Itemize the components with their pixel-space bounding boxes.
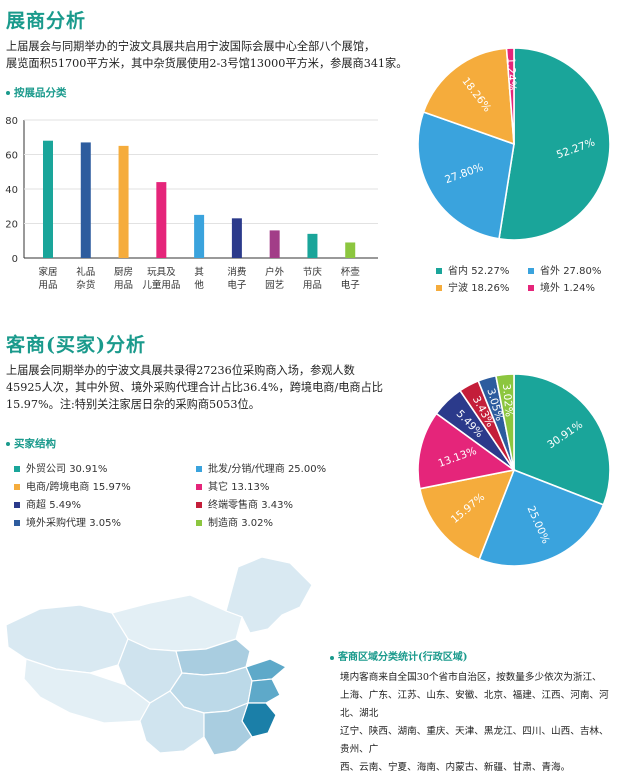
x-tick-label: 园艺 [265,280,284,291]
buyer-intro-line: 15.97%。注:特别关注家居日杂的采购商5053位。 [6,398,260,411]
legend-item: 商超 5.49% [14,496,81,511]
map-south [203,701,253,756]
bar [43,140,53,258]
x-tick-label: 用品 [114,280,133,291]
region-stats-text: 境内客商来自全国30个省市自治区，按数量多少依次为浙江、 上海、广东、江苏、山东… [340,669,615,777]
y-tick-label: 40 [5,185,18,196]
x-tick-label: 厨房 [114,266,133,278]
exhibitor-pie-legend: 省内 52.27% 省外 27.80% 宁波 18.26% 境外 1.24% [436,262,616,294]
legend-swatch [196,520,202,526]
buyer-structure-label: 买家结构 [6,436,56,451]
legend-swatch [436,285,442,291]
legend-swatch [528,268,534,274]
x-tick-label: 节庆 [303,266,323,278]
bullet-icon [6,91,10,95]
pie-slice [513,373,611,506]
x-tick-label: 礼品 [76,266,95,278]
x-tick-label: 儿童用品 [142,279,180,291]
x-tick-label: 杯壶 [341,266,361,278]
legend-item: 其它 13.13% [196,478,269,493]
exhibitor-intro-line: 展览面积51700平方米，其中杂货展使用2-3号馆13000平方米，参展商341… [6,57,408,70]
legend-swatch [196,484,202,490]
legend-swatch [196,502,202,508]
legend-item: 宁波 18.26% [436,279,509,294]
pie-slice [417,110,515,240]
bar [156,182,167,258]
pie-slice [422,47,515,146]
buyer-structure-pie-chart: 30.91%25.00%15.97%13.13%5.49%3.43%3.05%3… [417,373,611,567]
buyer-intro-line: 上届展会同期举办的宁波文具展共录得27236位采购商入场，参观人数 [6,364,355,377]
legend-item: 批发/分销/代理商 25.00% [196,460,326,475]
bar [80,142,91,258]
legend-swatch [14,520,20,526]
x-tick-label: 他 [194,279,204,291]
x-tick-label: 户外 [265,266,285,278]
x-tick-label: 电子 [227,279,247,291]
x-tick-label: 家居 [38,266,57,278]
legend-swatch [436,268,442,274]
region-stats-label: 客商区域分类统计(行政区域) [330,648,615,663]
bar [231,218,242,258]
legend-swatch [196,466,202,472]
legend-swatch [14,502,20,508]
x-tick-label: 其 [194,267,204,278]
legend-item: 制造商 3.02% [196,514,273,529]
exhibitor-intro-line: 上届展会与同期举办的宁波文具展共启用宁波国际会展中心全部八个展馆， [6,40,376,53]
buyer-structure-legend: 外贸公司 30.91% 批发/分销/代理商 25.00% 电商/跨境电商 15.… [14,460,354,530]
legend-item: 终端零售商 3.43% [196,496,293,511]
x-tick-label: 用品 [303,280,322,291]
pie-data-label: 3.02% [500,383,515,417]
bar [307,233,318,258]
map-xinjiang [5,604,129,674]
legend-item: 外贸公司 30.91% [14,460,107,475]
y-tick-label: 80 [5,116,18,127]
buyer-intro: 上届展会同期举办的宁波文具展共录得27236位采购商入场，参观人数 45925人… [6,362,383,413]
region-text-line: 西、云南、宁夏、海南、内蒙古、新疆、甘肃、青海。 [340,762,571,773]
legend-item: 省内 52.27% [436,262,509,277]
china-region-map [5,556,313,756]
map-shandong [245,658,288,682]
buyer-intro-line: 45925人次，其中外贸、境外采购代理合计占比36.4%，跨境电商/电商占比 [6,381,383,394]
legend-item: 境外 1.24% [528,279,595,294]
bar-section-label: 按展品分类 [6,85,67,100]
pie-slice [505,47,515,145]
map-northeast [225,556,313,634]
legend-item: 省外 27.80% [528,262,601,277]
pie-data-label: 1.24% [505,57,518,91]
bullet-icon [6,442,10,446]
legend-item: 境外采购代理 3.05% [14,514,121,529]
y-tick-label: 60 [5,151,18,162]
category-bar-chart: 020406080家居用品礼品杂货厨房用品玩具及儿童用品其他消费电子户外园艺节庆… [5,116,378,291]
legend-swatch [528,285,534,291]
bullet-icon [330,655,334,660]
y-tick-label: 0 [12,254,18,265]
legend-item: 电商/跨境电商 15.97% [14,478,131,493]
exhibitor-intro: 上届展会与同期举办的宁波文具展共启用宁波国际会展中心全部八个展馆， 展览面积51… [6,38,407,72]
bar [194,214,205,258]
region-text-line: 上海、广东、江苏、山东、安徽、北京、福建、江西、河南、河北、湖北 [340,690,609,719]
pie-slice [418,468,516,561]
region-stats: 客商区域分类统计(行政区域) 境内客商来自全国30个省市自治区，按数量多少依次为… [330,648,615,777]
map-jiangsu-shanghai [247,678,281,704]
exhibitor-analysis-title: 展商分析 [6,10,87,32]
legend-swatch [14,484,20,490]
pie-slice [494,373,515,471]
bar [269,230,280,258]
y-tick-label: 20 [5,220,18,231]
buyer-analysis-title: 客商(买家)分析 [6,334,146,356]
x-tick-label: 电子 [341,279,361,291]
x-tick-label: 消费 [227,266,246,278]
region-text-line: 境内客商来自全国30个省市自治区，按数量多少依次为浙江、 [340,672,602,683]
pie-slice [498,47,611,241]
pie-slice [478,468,605,567]
bar [345,242,356,258]
legend-swatch [14,466,20,472]
region-text-line: 辽宁、陕西、湖南、重庆、天津、黑龙江、四川、山西、吉林、贵州、广 [340,726,609,755]
x-tick-label: 杂货 [76,279,95,291]
x-tick-label: 玩具及 [147,267,176,278]
exhibitor-source-pie-chart: 52.27%27.80%18.26%1.24% [417,47,611,241]
x-tick-label: 用品 [38,280,57,291]
bar [118,145,129,258]
pie-slice [417,412,516,490]
